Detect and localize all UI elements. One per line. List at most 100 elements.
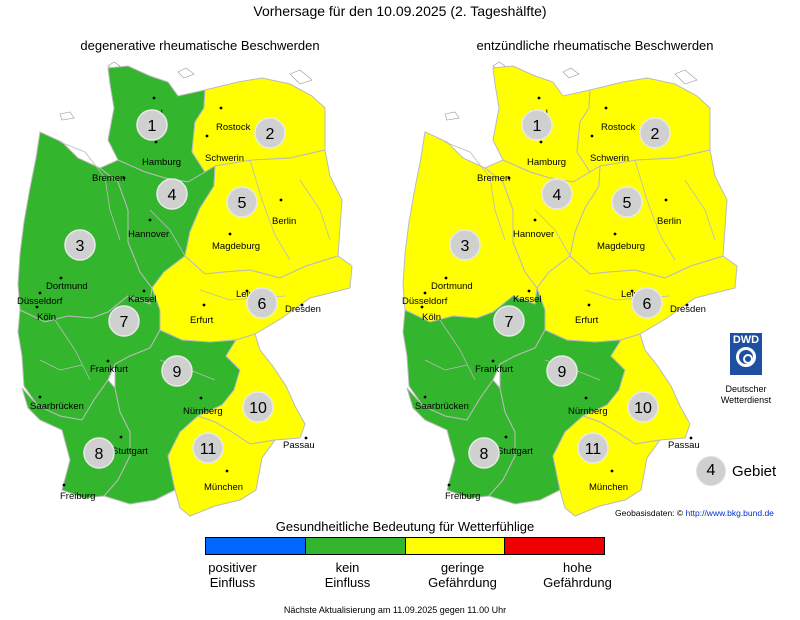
city-label: Dortmund	[431, 281, 473, 292]
region-7-badge	[108, 305, 140, 337]
region-2-number: 2	[651, 126, 660, 143]
city-label: Kassel	[128, 294, 157, 305]
city-dot	[527, 289, 531, 293]
dwd-name: Deutscher Wetterdienst	[710, 384, 782, 406]
city-dot	[539, 140, 543, 144]
city-label: Rostock	[601, 122, 636, 133]
state-border	[249, 159, 291, 261]
city-dot	[62, 483, 66, 487]
region-6-badge	[246, 287, 278, 319]
city-label: Dresden	[670, 304, 706, 315]
city-dot	[106, 359, 110, 363]
city-dot	[584, 396, 588, 400]
legend-label-positiv: positiver Einfluss	[175, 560, 290, 590]
legend-label-kein: kein Einfluss	[290, 560, 405, 590]
legend-label-hohe-line2: Gefährdung	[543, 575, 612, 590]
city-label: Köln	[422, 312, 441, 323]
city-label: Saarbrücken	[30, 401, 84, 412]
legend-label-geringe: geringe Gefährdung	[405, 560, 520, 590]
gebiet-legend-label: Gebiet	[732, 462, 777, 480]
region-8-badge	[468, 437, 500, 469]
geobasis-link[interactable]: http://www.bkg.bund.de	[685, 508, 774, 518]
city-label: Berlin	[272, 216, 296, 227]
city-label: Köln	[37, 312, 56, 323]
city-label: Hamburg	[142, 157, 181, 168]
city-label: Bremen	[477, 173, 510, 184]
region-10-badge	[627, 391, 659, 423]
city-dot	[447, 483, 451, 487]
legend-label-geringe-line1: geringe	[440, 560, 485, 575]
state-border	[684, 179, 716, 241]
state-border	[299, 179, 331, 241]
region-4-badge	[541, 178, 573, 210]
dwd-swirl-icon	[736, 347, 756, 367]
city-label: Stuttgart	[112, 446, 148, 457]
region-9-number: 9	[173, 364, 182, 381]
region-3-badge	[64, 229, 96, 261]
island-shape	[289, 69, 313, 85]
dwd-logo-text: DWD	[732, 334, 760, 346]
region-11-badge	[192, 432, 224, 464]
dwd-logo: DWD	[730, 333, 762, 375]
city-label: Schwerin	[205, 153, 244, 164]
legend-swatch-hohe	[505, 538, 604, 554]
city-label: Magdeburg	[212, 241, 260, 252]
city-dot	[202, 303, 206, 307]
state-border	[59, 141, 121, 241]
region-6-number: 6	[643, 296, 652, 313]
island-shape	[444, 111, 460, 121]
map-title-degenerative: degenerative rheumatische Beschwerden	[80, 38, 320, 53]
legend-label-positiv-line2: Einfluss	[209, 575, 256, 590]
region-4-number: 4	[553, 187, 562, 204]
region-5-number: 5	[238, 195, 247, 212]
region-3-badge	[449, 229, 481, 261]
region-11-number: 11	[200, 441, 217, 458]
city-label: Saarbrücken	[415, 401, 469, 412]
legend-title: Gesundheitliche Bedeutung für Wetterfühl…	[275, 519, 535, 534]
legend-swatch-geringe	[405, 538, 506, 554]
city-label: Hamburg	[527, 157, 566, 168]
dwd-name-line1: Deutscher	[725, 384, 767, 394]
city-dot	[587, 303, 591, 307]
state-border	[439, 319, 476, 381]
city-label: Frankfurt	[475, 364, 513, 375]
map-degenerative: KielRostockHamburgSchwerinBremenBerlinHa…	[17, 61, 353, 517]
city-dot	[119, 435, 123, 439]
state-border	[534, 209, 571, 257]
city-label: Hannover	[513, 229, 554, 240]
region-1-badge	[136, 109, 168, 141]
legend-color-bar	[205, 537, 605, 555]
city-dot	[148, 218, 152, 222]
city-dot	[35, 305, 39, 309]
region-8-number: 8	[95, 446, 104, 463]
city-dot	[423, 395, 427, 399]
footer-next-update: Nächste Aktualisierung am 11.09.2025 geg…	[283, 605, 507, 615]
city-dot	[225, 469, 229, 473]
state-border	[444, 141, 506, 241]
city-dot	[122, 176, 126, 180]
legend-label-hohe: hohe Gefährdung	[520, 560, 635, 590]
city-dot	[604, 106, 608, 110]
gebiet-legend: 4 Gebiet	[696, 456, 776, 486]
region-2-number: 2	[266, 126, 275, 143]
city-dot	[245, 289, 249, 293]
city-label: Freiburg	[445, 491, 480, 502]
city-dot	[630, 289, 634, 293]
state-border	[39, 359, 83, 371]
city-dot	[279, 198, 283, 202]
island-shape	[674, 69, 698, 85]
city-label: Erfurt	[190, 315, 214, 326]
city-dot	[533, 218, 537, 222]
city-dot	[142, 289, 146, 293]
city-label: Hannover	[128, 229, 169, 240]
region-3-number: 3	[461, 238, 470, 255]
legend-label-geringe-line2: Gefährdung	[428, 575, 497, 590]
region-2-badge	[254, 117, 286, 149]
region-7-number: 7	[120, 314, 129, 331]
region-6-badge	[631, 287, 663, 319]
region-3-number: 3	[76, 238, 85, 255]
city-dot	[152, 96, 156, 100]
city-dot	[507, 176, 511, 180]
city-dot	[38, 291, 42, 295]
city-label: Passau	[668, 440, 700, 451]
